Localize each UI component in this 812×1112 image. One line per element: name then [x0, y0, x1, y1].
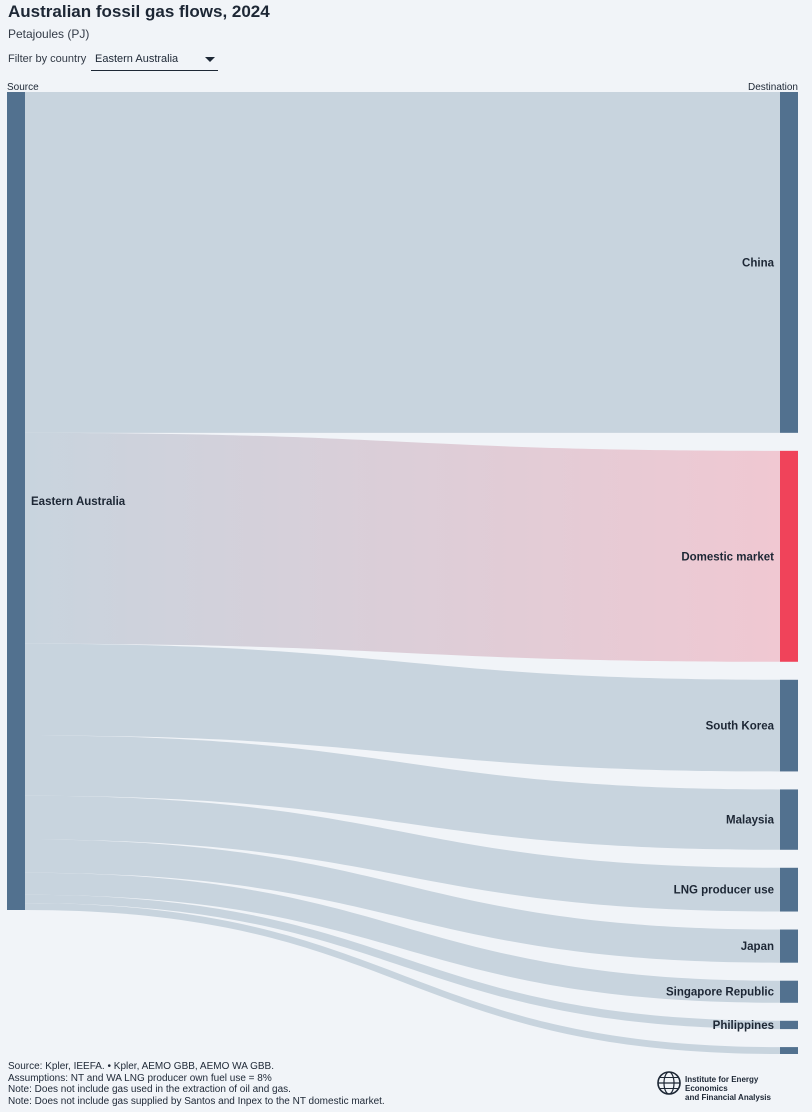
sankey-links [25, 92, 780, 1054]
destination-node-other[interactable] [780, 1047, 798, 1054]
source-node-label: Eastern Australia [31, 496, 126, 508]
flow-link-lng-producer-use[interactable] [25, 795, 780, 912]
filter-selected-value: Eastern Australia [95, 53, 179, 65]
destination-node-japan[interactable] [780, 929, 798, 963]
sankey-chart: Eastern Australia China Domestic market Sou… [7, 92, 798, 1054]
destination-label-china: China [742, 257, 775, 269]
flow-link-other[interactable] [25, 903, 780, 1054]
source-column-header: Source [7, 82, 39, 93]
footer-notes: Source: Kpler, IEEFA. • Kpler, AEMO GBB,… [8, 1061, 385, 1107]
destination-node-lng-producer-use[interactable] [780, 867, 798, 912]
flow-link-singapore-republic[interactable] [25, 872, 780, 1003]
footer-source: Source: Kpler, IEEFA. • Kpler, AEMO GBB,… [8, 1061, 275, 1072]
flow-link-japan[interactable] [25, 839, 780, 963]
flow-link-philippines[interactable] [25, 894, 780, 1030]
destination-label-japan: Japan [741, 941, 774, 953]
destination-node-south-korea[interactable] [780, 679, 798, 772]
destination-label-lng-producer-use: LNG producer use [674, 885, 774, 897]
destination-label-philippines: Philippines [713, 1020, 774, 1032]
source-node-eastern-australia[interactable] [7, 92, 25, 910]
destination-label-south-korea: South Korea [706, 721, 775, 733]
destination-node-philippines[interactable] [780, 1020, 798, 1030]
filter-label: Filter by country [8, 53, 87, 65]
logo-text-line1: Institute for Energy Economics [685, 1075, 759, 1093]
flow-link-china[interactable] [25, 92, 780, 433]
destination-node-china[interactable] [780, 92, 798, 433]
chevron-down-icon [205, 57, 215, 62]
flow-link-domestic-market[interactable] [25, 432, 780, 662]
country-filter-dropdown[interactable]: Eastern Australia [91, 50, 218, 71]
footer-note-1: Note: Does not include gas used in the e… [8, 1084, 291, 1095]
destination-label-singapore-republic: Singapore Republic [666, 987, 775, 999]
sankey-nodes [7, 92, 798, 1054]
destination-node-domestic-market[interactable] [780, 450, 798, 662]
destination-label-domestic-market: Domestic market [681, 551, 774, 563]
flow-link-malaysia[interactable] [25, 735, 780, 850]
globe-icon [657, 1071, 681, 1095]
footer-assumptions: Assumptions: NT and WA LNG producer own … [8, 1072, 272, 1084]
logo-text-line2: and Financial Analysis [685, 1093, 771, 1102]
destination-label-malaysia: Malaysia [726, 815, 775, 827]
destination-column-header: Destination [747, 82, 798, 93]
sankey-labels: Eastern Australia China Domestic market Sou… [31, 257, 775, 1032]
flow-link-south-korea[interactable] [25, 643, 780, 772]
destination-node-malaysia[interactable] [780, 789, 798, 850]
footer-note-2: Note: Does not include gas supplied by S… [8, 1095, 385, 1107]
chart-title: Australian fossil gas flows, 2024 [8, 2, 270, 21]
destination-node-singapore-republic[interactable] [780, 980, 798, 1003]
chart-subtitle: Petajoules (PJ) [8, 27, 90, 41]
ieefa-logo: Institute for Energy Economics and Finan… [657, 1071, 802, 1102]
